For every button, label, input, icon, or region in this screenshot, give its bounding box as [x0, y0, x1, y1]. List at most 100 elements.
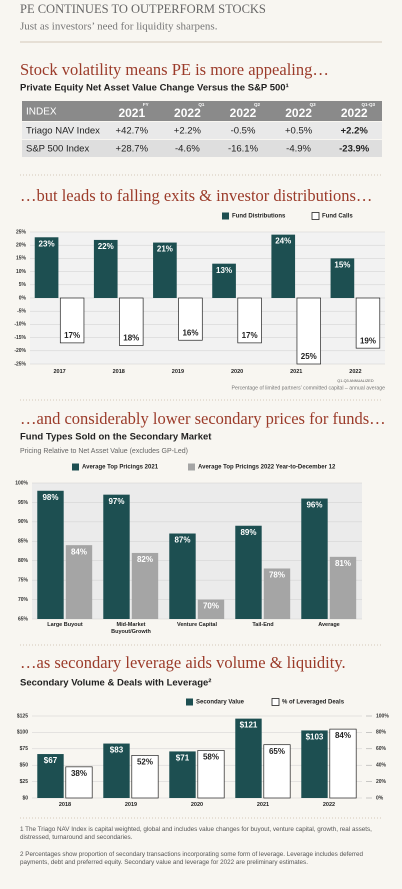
- y-tick-label: 15%: [16, 256, 27, 262]
- y-tick-label: -5%: [17, 309, 26, 315]
- section-heading: Stock volatility means PE is more appeal…: [20, 60, 329, 79]
- table-cell: +42.7%: [116, 126, 149, 137]
- table-col-period: FY: [143, 102, 149, 107]
- y-tick-label: 65%: [18, 616, 29, 622]
- footnote-box: 1 The Triago NAV Index is capital weight…: [20, 826, 372, 841]
- value-label: 58%: [203, 753, 219, 762]
- bar: [329, 556, 357, 619]
- legend-label: Average Top Pricings 2022 Year-to-Decemb…: [198, 465, 336, 471]
- bar: [65, 766, 93, 799]
- x-tick-label-box: 2021: [257, 802, 269, 808]
- bar: [263, 568, 291, 619]
- y-tick-label: $100: [17, 730, 28, 736]
- bar: [37, 754, 64, 798]
- chart-subtitle: Fund Types Sold on the Secondary Market: [20, 432, 212, 443]
- y-tick-label: -20%: [14, 348, 26, 354]
- y-tick-label: $25: [20, 779, 29, 785]
- value-label: 87%: [174, 536, 190, 545]
- table-col-year: 2021: [118, 106, 145, 120]
- table-cell: -16.1%: [228, 144, 259, 155]
- x-tick-label-box: 2022: [323, 802, 335, 808]
- x-tick-label: 2017: [53, 369, 66, 375]
- bar: [301, 730, 328, 798]
- bar: [330, 258, 355, 298]
- value-label: 84%: [71, 547, 87, 556]
- y-tick-label: -25%: [14, 361, 26, 367]
- chart-title: …as secondary leverage aids volume & liq…: [20, 653, 346, 672]
- value-label: 25%: [301, 352, 317, 361]
- x-tick-label: Mid-Market Buyout/Growth: [111, 622, 151, 635]
- value-label: $121: [240, 721, 258, 730]
- table-col-period: Q1-Q3: [361, 102, 375, 107]
- y-tick-label: 25%: [16, 229, 27, 235]
- value-label: 70%: [203, 602, 219, 611]
- value-label: 82%: [137, 555, 153, 564]
- bar: [59, 297, 85, 344]
- x-tick-label: 2021: [290, 369, 303, 375]
- value-label: 38%: [71, 769, 87, 778]
- y2-tick-label: 100%: [376, 713, 389, 719]
- x-tick-label: 2019: [171, 369, 185, 375]
- x-tick-label: Average: [318, 622, 340, 628]
- y-tick-label: 5%: [19, 282, 27, 288]
- x-tick-label: Large Buyout: [47, 622, 83, 628]
- value-label: 78%: [269, 571, 285, 580]
- table-col-period: Q1: [198, 102, 205, 107]
- x-tick-label: 2020: [230, 369, 244, 375]
- x-tick-label: 2019: [124, 802, 138, 808]
- bar: [235, 718, 262, 798]
- bar: [37, 490, 64, 619]
- table-col-year: 2022: [174, 106, 201, 120]
- table-row-label: Triago NAV Index: [26, 126, 100, 137]
- bar: [93, 239, 118, 298]
- y-tick-label: 10%: [16, 269, 27, 275]
- y2-tick-label: 20%: [376, 779, 387, 785]
- value-label: 22%: [98, 242, 114, 251]
- legend-swatch: [222, 212, 229, 220]
- category-note: Q1-Q3 ANNUALIZED: [337, 379, 374, 383]
- bar: [103, 743, 130, 798]
- value-label: 65%: [269, 747, 285, 756]
- value-label: 21%: [157, 245, 173, 254]
- bar: [153, 242, 177, 298]
- bar: [263, 744, 291, 799]
- bar: [329, 728, 357, 799]
- x-tick-label-box: 2020: [191, 802, 203, 808]
- x-tick-label-box: Large Buyout: [47, 622, 83, 628]
- table-cell: -0.5%: [231, 126, 256, 137]
- x-tick-label-box: 2022: [349, 369, 362, 375]
- bar: [296, 297, 321, 365]
- table-col-year: 2022: [285, 106, 312, 120]
- bar: [301, 498, 328, 619]
- footnote: 1 The Triago NAV Index is capital weight…: [20, 826, 372, 841]
- value-label: 17%: [242, 331, 258, 340]
- value-label: 19%: [360, 336, 376, 345]
- legend-label: % of Leveraged Deals: [282, 700, 345, 706]
- x-tick-label: 2022: [349, 369, 362, 375]
- x-tick-label-box: 2018: [112, 369, 125, 375]
- y-tick-label: 70%: [18, 597, 29, 603]
- y-tick-label: -10%: [14, 322, 26, 328]
- table-cell: -4.9%: [286, 144, 311, 155]
- x-tick-label: Venture Capital: [176, 622, 218, 628]
- x-tick-label-box: Average: [318, 622, 340, 628]
- value-label: 17%: [64, 331, 80, 340]
- x-tick-label: 2018: [112, 369, 125, 375]
- bar: [197, 599, 225, 619]
- y-tick-label: -15%: [14, 335, 26, 341]
- legend-swatch: [186, 698, 193, 706]
- section-subheading: Private Equity Net Asset Value Change Ve…: [20, 83, 289, 94]
- table-row-label: S&P 500 Index: [26, 144, 89, 155]
- x-tick-label-box: Venture Capital: [176, 622, 218, 628]
- value-label: 96%: [306, 501, 322, 510]
- table-cell: -23.9%: [339, 144, 370, 155]
- x-tick-label-box: 2018: [59, 802, 71, 808]
- bar: [212, 263, 236, 298]
- footnote: 2 Percentages show proportion of seconda…: [20, 851, 364, 866]
- value-label: 15%: [334, 261, 350, 270]
- x-tick-label-box: Mid-Market Buyout/Growth: [111, 622, 151, 635]
- y-tick-label: $75: [20, 746, 29, 752]
- y-tick-label: 95%: [18, 500, 29, 506]
- y-tick-label: 0%: [19, 295, 27, 301]
- value-label: $83: [110, 746, 124, 755]
